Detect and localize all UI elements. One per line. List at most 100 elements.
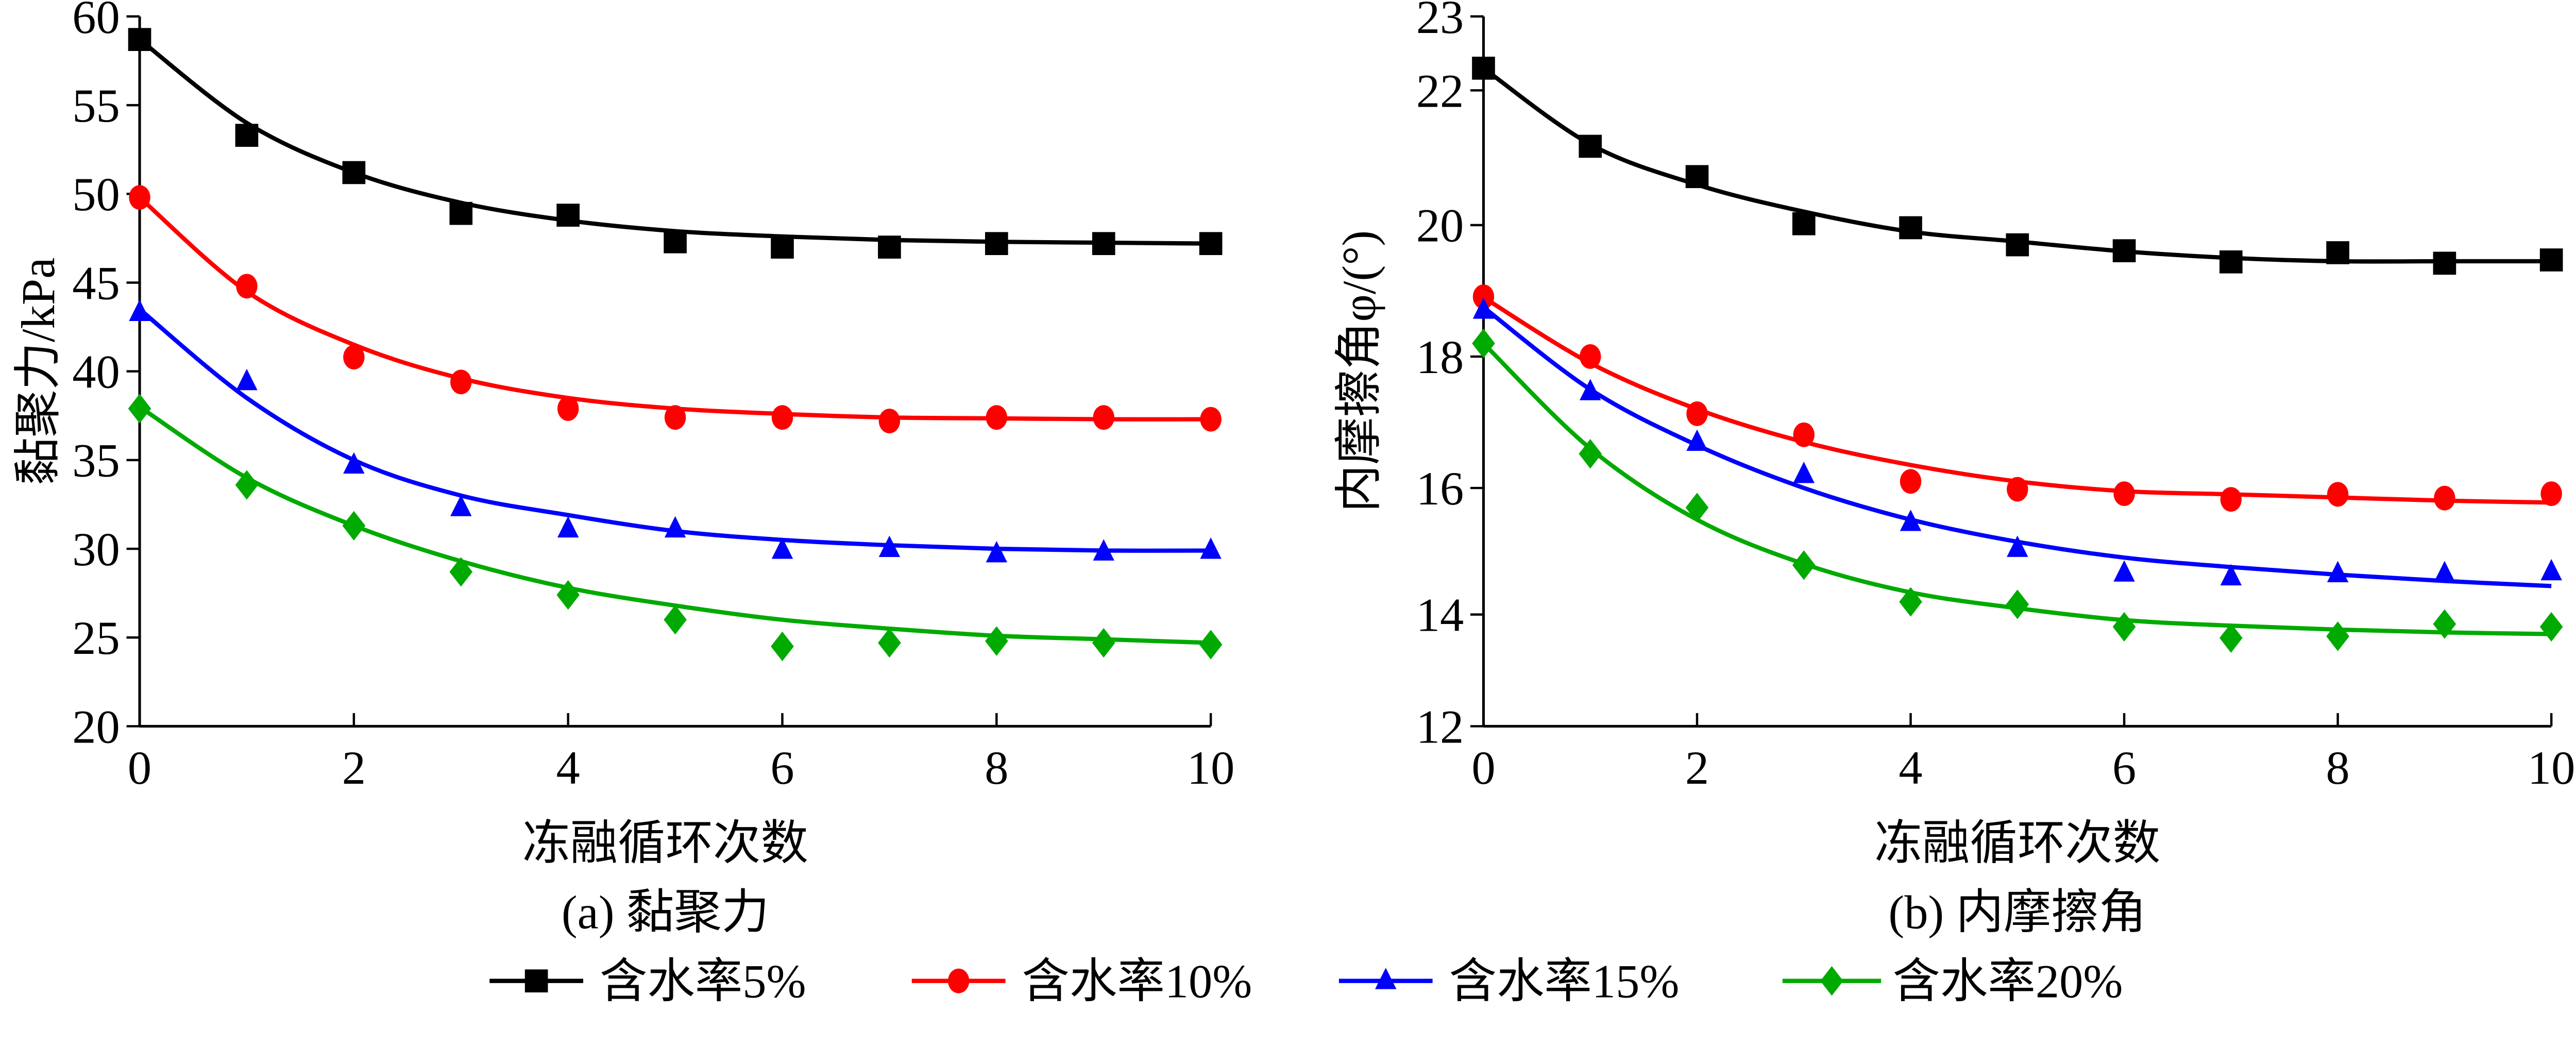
data-point	[2112, 612, 2136, 642]
x-axis-label-b: 冻融循环次数	[1874, 818, 2160, 870]
series-a-2	[129, 299, 1222, 563]
data-point	[556, 204, 580, 227]
y-tick-label: 60	[72, 0, 120, 44]
chart-cohesion: 20 25 30 35 40 45 50 55 60 0 2 4 6 8 10	[72, 0, 1234, 795]
data-point	[2433, 251, 2456, 275]
x-tick-label: 10	[2528, 742, 2575, 795]
data-point	[449, 201, 473, 225]
caption-a: (a) 黏聚力	[562, 887, 769, 939]
data-point	[1472, 297, 1495, 319]
y-tick-label: 14	[1416, 589, 1464, 642]
data-point	[771, 405, 793, 430]
x-tick-label: 6	[770, 742, 794, 795]
y-tick-label: 23	[1416, 0, 1464, 44]
caption-b: (b) 内摩擦角	[1888, 887, 2146, 939]
data-point	[557, 396, 579, 421]
data-point	[1093, 539, 1114, 561]
data-point	[1793, 462, 1815, 483]
data-point	[1199, 630, 1223, 660]
data-point	[235, 470, 259, 500]
data-point	[2006, 589, 2029, 619]
data-point	[1686, 429, 1708, 451]
series-b-1	[1472, 284, 2562, 512]
y-axis-label-b: 内摩擦角φ/(°)	[1333, 230, 1386, 513]
y-tick-label: 50	[72, 168, 120, 221]
data-point	[1793, 422, 1815, 447]
data-point	[2433, 609, 2456, 639]
data-point	[1792, 550, 1816, 580]
x-tick-label: 2	[342, 742, 366, 795]
data-point	[1200, 407, 1222, 432]
data-point	[664, 405, 686, 430]
data-point	[664, 230, 687, 254]
x-tick-label: 0	[128, 742, 151, 795]
data-point	[2327, 561, 2349, 582]
data-point	[2220, 564, 2242, 586]
data-point	[1580, 379, 1601, 400]
y-tick-label: 20	[1416, 200, 1464, 252]
data-point	[2326, 241, 2349, 264]
data-point	[1686, 401, 1708, 426]
data-point	[450, 369, 472, 395]
data-point	[450, 495, 472, 516]
data-point	[129, 299, 150, 321]
legend-marker	[524, 969, 548, 993]
data-point	[1472, 57, 1495, 80]
data-point	[236, 368, 258, 391]
y-tick-label: 25	[72, 612, 120, 665]
legend-marker	[1820, 966, 1843, 996]
data-point	[986, 405, 1008, 430]
legend: 含水率5% 含水率10% 含水率15% 含水率20%	[489, 956, 2123, 1007]
data-point	[2219, 250, 2243, 274]
legend-label-5: 含水率5%	[600, 956, 806, 1007]
x-tick-label: 8	[2326, 742, 2350, 795]
data-point	[1200, 537, 1222, 559]
data-point	[2540, 481, 2562, 507]
data-point	[1580, 344, 1601, 369]
data-point	[771, 537, 793, 559]
data-point	[128, 28, 151, 51]
y-tick-label: 40	[72, 346, 120, 399]
data-point	[1092, 628, 1115, 658]
chart-friction-angle: 12 14 16 18 20 22 23 0 2 4 6 8 10	[1416, 0, 2575, 795]
y-tick-label: 55	[72, 80, 120, 132]
x-tick-label: 4	[556, 742, 580, 795]
data-point	[556, 580, 580, 610]
series-b-3	[1472, 328, 2563, 653]
data-point	[2539, 248, 2563, 272]
data-point	[2113, 560, 2135, 582]
data-point	[343, 452, 365, 474]
data-point	[878, 628, 901, 658]
data-point	[343, 345, 365, 370]
series-a-1	[129, 185, 1222, 434]
data-point	[1792, 212, 1816, 235]
series-a-3	[128, 394, 1223, 662]
data-point	[1899, 216, 1922, 240]
data-point	[2540, 559, 2562, 581]
fit-curve	[1482, 306, 2552, 588]
data-point	[236, 274, 258, 299]
series-b-0	[1472, 57, 2563, 275]
data-point	[986, 541, 1008, 563]
data-point	[2327, 482, 2349, 507]
data-point	[1900, 510, 1922, 531]
data-point	[2007, 535, 2028, 557]
y-tick-label: 30	[72, 524, 120, 576]
x-tick-label: 6	[2112, 742, 2136, 795]
data-point	[129, 185, 150, 210]
x-tick-label: 4	[1899, 742, 1922, 795]
data-point	[2326, 621, 2349, 651]
data-point	[878, 409, 901, 434]
x-tick-label: 10	[1187, 742, 1234, 795]
data-point	[1199, 232, 1223, 256]
y-tick-label: 35	[72, 435, 120, 487]
legend-label-10: 含水率10%	[1022, 956, 1252, 1007]
data-point	[1579, 439, 1602, 469]
x-tick-label: 0	[1471, 742, 1495, 795]
data-point	[2434, 485, 2455, 511]
series-a-0	[128, 28, 1223, 259]
data-point	[664, 516, 686, 538]
fit-curve	[138, 307, 1211, 553]
data-point	[2220, 487, 2242, 512]
